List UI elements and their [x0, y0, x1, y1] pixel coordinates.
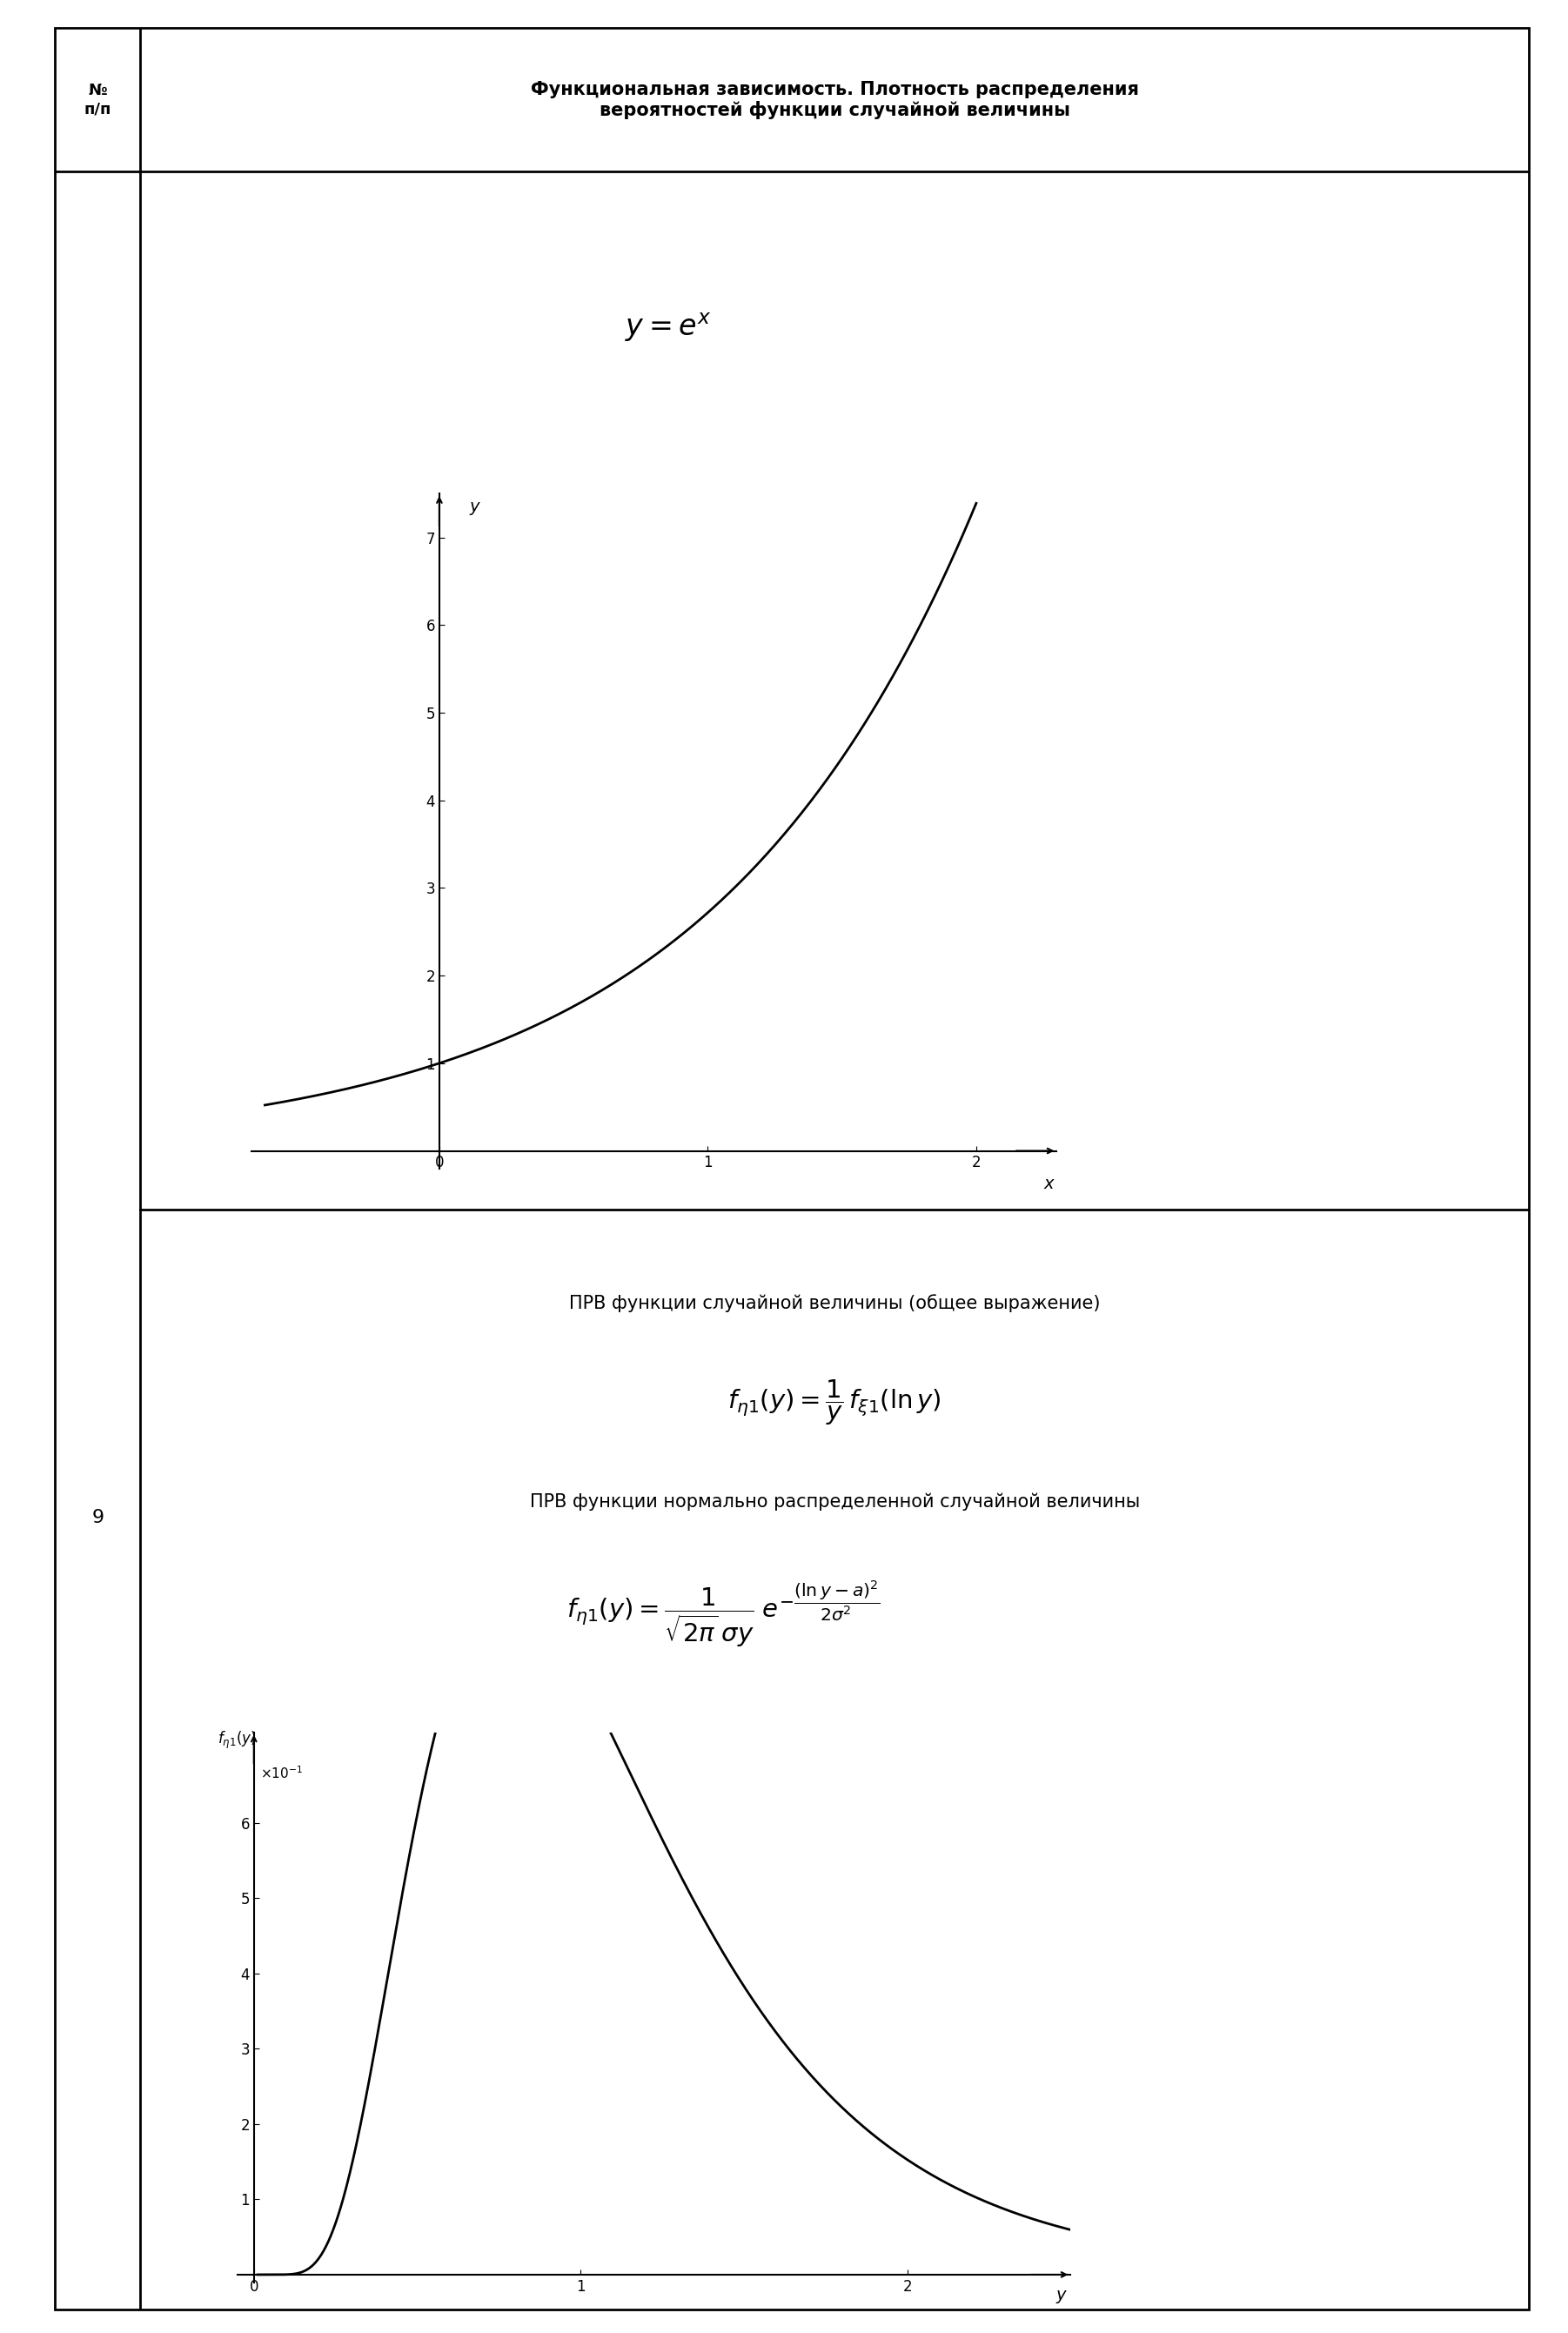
Text: $f_{\eta 1}(y) = \dfrac{1}{\sqrt{2\pi}\,\sigma y}\; e^{-\dfrac{(\ln y - a)^2}{2\: $f_{\eta 1}(y) = \dfrac{1}{\sqrt{2\pi}\,…	[566, 1579, 880, 1649]
Text: №
п/п: № п/п	[85, 84, 111, 117]
Text: x: x	[1044, 1176, 1054, 1192]
Text: $\times 10^{-1}$: $\times 10^{-1}$	[260, 1766, 303, 1782]
Text: $y = e^{x}$: $y = e^{x}$	[624, 310, 712, 343]
Text: ПРВ функции случайной величины (общее выражение): ПРВ функции случайной величины (общее вы…	[569, 1295, 1101, 1313]
Text: Функциональная зависимость. Плотность распределения
вероятностей функции случайн: Функциональная зависимость. Плотность ра…	[530, 82, 1138, 119]
Text: y: y	[469, 499, 480, 516]
Text: y: y	[1055, 2286, 1066, 2303]
Text: $f_{\eta 1}(y)$: $f_{\eta 1}(y)$	[218, 1731, 257, 1752]
Text: 9: 9	[91, 1509, 103, 1526]
Text: $f_{\eta 1}(y) = \dfrac{1}{y}\, f_{\xi 1}(\ln y)$: $f_{\eta 1}(y) = \dfrac{1}{y}\, f_{\xi 1…	[728, 1379, 941, 1428]
Text: ПРВ функции нормально распределенной случайной величины: ПРВ функции нормально распределенной слу…	[530, 1493, 1140, 1509]
